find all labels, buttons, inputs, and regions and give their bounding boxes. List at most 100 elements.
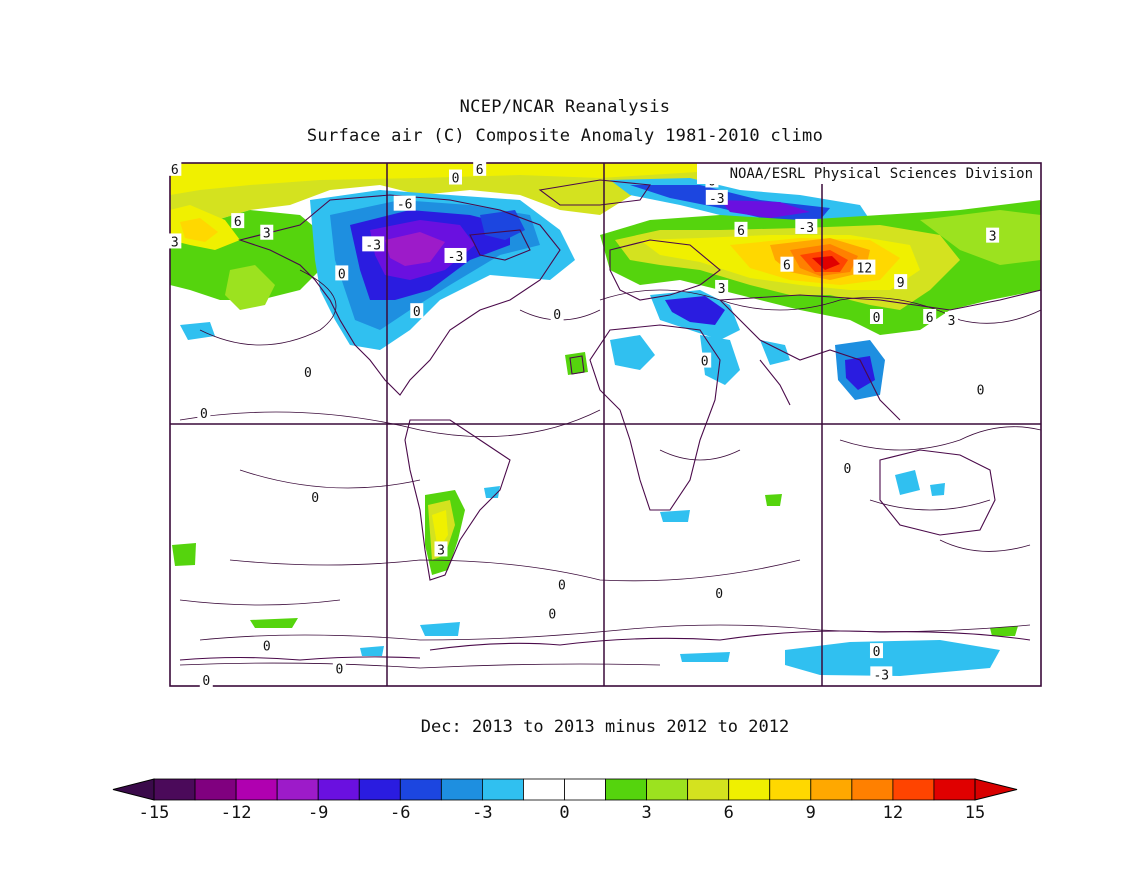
contour-label: 0 <box>558 578 566 593</box>
colorbar-cell <box>933 778 976 801</box>
contour-label: 12 <box>857 262 873 277</box>
colorbar-cell <box>851 778 894 801</box>
contour-label: 3 <box>171 235 179 250</box>
credit-label: NOAA/ESRL Physical Sciences Division <box>697 164 1037 184</box>
colorbar-cell <box>769 778 812 801</box>
contour-label: 6 <box>476 163 484 178</box>
colorbar-cell <box>194 778 237 801</box>
contour-label-bg <box>974 381 988 397</box>
contour-label: 0 <box>873 645 881 660</box>
colorbar-tick-label: -15 <box>138 803 170 823</box>
contour-label: 0 <box>311 491 319 506</box>
colorbar-min-arrow <box>112 778 155 801</box>
contour-label: -3 <box>365 238 381 253</box>
contour-label-bg <box>923 308 937 324</box>
contour-label: 0 <box>338 267 346 282</box>
colorbar-cell <box>523 778 565 801</box>
contour-label-bg <box>197 404 211 420</box>
contour-label-bg <box>199 672 213 688</box>
contour-label-bg <box>362 236 385 252</box>
colorbar-cell <box>564 778 606 801</box>
contour-label-bg <box>332 660 346 676</box>
contour-label: -3 <box>798 221 814 236</box>
contour-label: 0 <box>553 308 561 323</box>
contour-label-bg <box>870 666 893 682</box>
contour-label: 3 <box>718 282 726 297</box>
contour-label-bg <box>473 160 487 176</box>
contour-label: 0 <box>548 607 556 622</box>
contour-label-bg <box>894 274 908 290</box>
colorbar-tick-label: -9 <box>307 803 329 823</box>
contour-label: 3 <box>263 227 271 242</box>
contour-label-bg <box>410 303 424 319</box>
contour-label-bg <box>301 364 315 380</box>
coastlines <box>179 179 1041 661</box>
contour-label: 0 <box>844 462 852 477</box>
colorbar-cell <box>605 778 647 801</box>
colorbar-tick-label: -6 <box>390 803 411 823</box>
contour-label-bg <box>944 311 958 327</box>
colorbar-cell <box>317 778 360 801</box>
contour-label: 0 <box>715 587 723 602</box>
contour-label-bg <box>712 585 726 601</box>
contour-label-bg <box>550 306 564 322</box>
colorbar-cell <box>440 778 483 801</box>
colorbar-tick-label: 15 <box>964 803 986 823</box>
date-range-subtitle: Dec: 2013 to 2013 minus 2012 to 2012 <box>420 717 790 737</box>
contour-label: 9 <box>897 276 905 291</box>
map-frame <box>169 162 1042 687</box>
colorbar-tick-label: 12 <box>882 803 904 823</box>
contour-label-bg <box>840 460 854 476</box>
contour-label: 0 <box>873 311 881 326</box>
contour-label: -3 <box>873 668 889 683</box>
colorbar-cell <box>276 778 319 801</box>
contour-label-bg <box>335 265 349 281</box>
contour-label: 0 <box>200 407 208 422</box>
contour-label-bg <box>795 218 818 234</box>
contour-label-bg <box>260 224 274 240</box>
contour-label: 0 <box>977 384 985 399</box>
contour-label: 6 <box>737 224 745 239</box>
contour-label: 0 <box>413 305 421 320</box>
contour-label: 3 <box>948 314 956 329</box>
contour-label-bg <box>986 227 1000 243</box>
contour-label: 0 <box>701 355 709 370</box>
contour-label: 0 <box>335 663 343 678</box>
contour-label: 6 <box>234 215 242 230</box>
contour-label-bg <box>448 169 462 185</box>
contour-label-bg <box>168 233 182 249</box>
colorbar-tick-label: -12 <box>220 803 252 823</box>
contour-label-bg <box>555 576 569 592</box>
contour-label-bg <box>705 189 728 205</box>
contour-labels: 6600-3-6-3-36330663-31290633000000003000… <box>168 160 1000 689</box>
contour-label: 0 <box>202 674 210 689</box>
map-field <box>170 163 1041 686</box>
contour-label-bg <box>393 195 416 211</box>
contour-label-bg <box>434 541 448 557</box>
colorbar-cell <box>892 778 935 801</box>
colorbar-tick-label: 3 <box>641 803 652 823</box>
figure-title-line-2: Surface air (C) Composite Anomaly 1981-2… <box>306 126 824 146</box>
colorbar-cell <box>728 778 771 801</box>
colorbar-tick-label: 6 <box>723 803 734 823</box>
contour-label-bg <box>869 643 883 659</box>
colorbar-cell <box>235 778 278 801</box>
contour-label-bg <box>698 352 712 368</box>
contour-label: 6 <box>171 163 179 178</box>
colorbar-cell <box>810 778 853 801</box>
contour-label: 6 <box>926 311 934 326</box>
contour-label-bg <box>869 308 883 324</box>
contour-label-bg <box>168 160 182 176</box>
colorbar-tick-label: 0 <box>559 803 570 823</box>
contour-label: 0 <box>452 172 460 187</box>
colorbar-cell <box>481 778 524 801</box>
colorbar-cell <box>399 778 442 801</box>
contour-label: -6 <box>397 198 413 213</box>
contour-label-bg <box>853 259 876 275</box>
contour-label-bg <box>734 221 748 237</box>
contour-label: 0 <box>263 639 271 654</box>
colorbar-cell <box>646 778 689 801</box>
contour-label-bg <box>231 213 245 229</box>
colorbar-tick-label: 9 <box>805 803 816 823</box>
